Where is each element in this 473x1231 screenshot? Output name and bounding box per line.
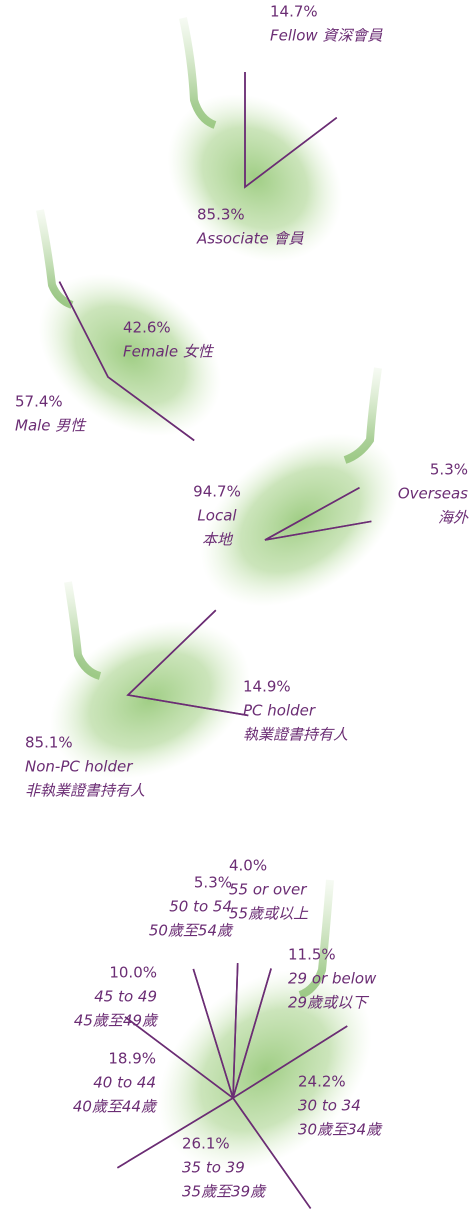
category-label: 30 to 34	[298, 1097, 361, 1115]
category-label: Fellow 資深會員	[270, 27, 383, 45]
value-label: 4.0%	[229, 857, 267, 875]
category-label: 35 to 39	[182, 1159, 245, 1177]
value-label: 14.9%	[243, 678, 291, 696]
category-label: 29歲或以下	[288, 994, 370, 1012]
value-label: 24.2%	[298, 1073, 346, 1091]
category-label: 29 or below	[288, 970, 377, 988]
infographic: 14.7% Fellow 資深會員 85.3% Associate 會員 42.6% Fe…	[0, 0, 473, 1231]
blobs	[8, 18, 431, 1212]
category-label: 45 to 49	[94, 988, 157, 1006]
category-label: 55 or over	[229, 881, 307, 899]
value-label: 85.1%	[25, 734, 73, 752]
category-label: 本地	[202, 531, 234, 549]
value-label: 14.7%	[270, 3, 318, 21]
category-label: 50 to 54	[169, 898, 232, 916]
category-label: 非執業證書持有人	[25, 782, 145, 800]
category-label: Local	[197, 507, 237, 525]
category-label: 45歲至49歲	[74, 1012, 159, 1030]
value-label: 57.4%	[15, 393, 63, 411]
value-label: 42.6%	[123, 319, 171, 337]
category-label: Male 男性	[15, 417, 87, 435]
value-label: 11.5%	[288, 946, 336, 964]
value-label: 94.7%	[193, 483, 241, 501]
category-label: 40歲至44歲	[73, 1098, 158, 1116]
value-label: 5.3%	[430, 461, 468, 479]
category-label: 30歲至34歲	[298, 1121, 383, 1139]
category-label: 執業證書持有人	[243, 726, 348, 744]
value-label: 26.1%	[182, 1135, 230, 1153]
category-label: 50歲至54歲	[149, 922, 234, 940]
value-label: 5.3%	[194, 874, 232, 892]
value-label: 85.3%	[197, 206, 245, 224]
category-label: 35歲至39歲	[182, 1183, 267, 1201]
category-label: Non-PC holder	[25, 758, 133, 776]
category-label: 海外	[438, 509, 469, 527]
category-label: 40 to 44	[93, 1074, 156, 1092]
category-label: 55歲或以上	[229, 905, 309, 923]
blob	[134, 59, 376, 296]
category-label: Overseas	[398, 485, 468, 503]
value-label: 18.9%	[108, 1050, 156, 1068]
category-label: Associate 會員	[196, 230, 305, 248]
blob	[24, 590, 275, 809]
category-label: Female 女性	[123, 343, 215, 361]
value-label: 10.0%	[109, 964, 157, 982]
category-label: PC holder	[243, 702, 316, 720]
